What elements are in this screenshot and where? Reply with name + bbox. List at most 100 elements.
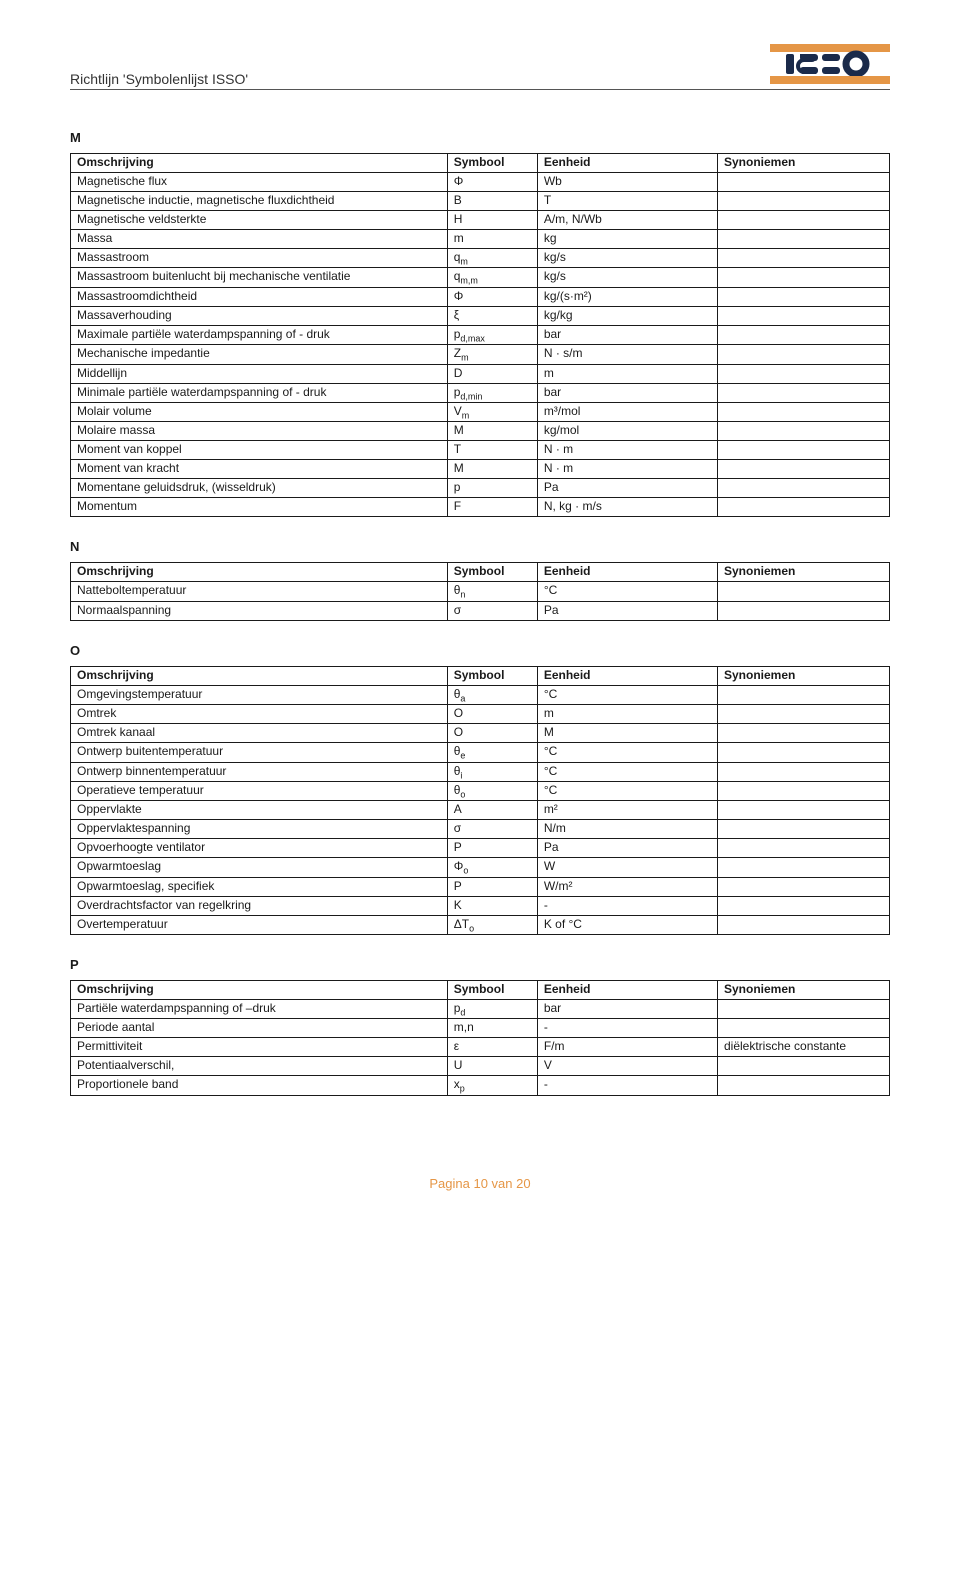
cell-synoniemen — [717, 839, 889, 858]
cell-symbool: pd — [447, 1000, 537, 1019]
table-row: Magnetische veldsterkteHA/m, N/Wb — [71, 211, 890, 230]
cell-eenheid: bar — [537, 383, 717, 402]
cell-synoniemen — [717, 230, 889, 249]
table-row: Operatieve temperatuurθo°C — [71, 781, 890, 800]
cell-eenheid: kg — [537, 230, 717, 249]
cell-symbool: ξ — [447, 306, 537, 325]
cell-omschrijving: Partiële waterdampspanning of –druk — [71, 1000, 448, 1019]
table-row: OpwarmtoeslagΦoW — [71, 858, 890, 877]
section-heading: N — [70, 539, 890, 554]
cell-eenheid: kg/(s·m²) — [537, 287, 717, 306]
cell-symbool: θa — [447, 685, 537, 704]
cell-eenheid: Pa — [537, 479, 717, 498]
cell-eenheid: M — [537, 724, 717, 743]
cell-eenheid: °C — [537, 781, 717, 800]
cell-symbool: pd,max — [447, 325, 537, 344]
cell-symbool: F — [447, 498, 537, 517]
column-header: Synoniemen — [717, 154, 889, 173]
cell-omschrijving: Massaverhouding — [71, 306, 448, 325]
cell-synoniemen — [717, 268, 889, 287]
cell-eenheid: F/m — [537, 1038, 717, 1057]
table-row: Ontwerp buitentemperatuurθe°C — [71, 743, 890, 762]
cell-eenheid: N, kg · m/s — [537, 498, 717, 517]
cell-symbool: O — [447, 724, 537, 743]
column-header: Symbool — [447, 666, 537, 685]
cell-omschrijving: Momentane geluidsdruk, (wisseldruk) — [71, 479, 448, 498]
cell-synoniemen — [717, 801, 889, 820]
cell-eenheid: kg/s — [537, 249, 717, 268]
cell-synoniemen — [717, 306, 889, 325]
cell-omschrijving: Massastroomdichtheid — [71, 287, 448, 306]
table-row: Potentiaalverschil,UV — [71, 1057, 890, 1076]
cell-eenheid: K of °C — [537, 915, 717, 934]
cell-symbool: Φ — [447, 287, 537, 306]
table-row: MiddellijnDm — [71, 364, 890, 383]
table-row: Opvoerhoogte ventilatorPPa — [71, 839, 890, 858]
cell-synoniemen — [717, 498, 889, 517]
cell-omschrijving: Permittiviteit — [71, 1038, 448, 1057]
cell-synoniemen — [717, 1019, 889, 1038]
cell-synoniemen — [717, 441, 889, 460]
cell-omschrijving: Moment van koppel — [71, 441, 448, 460]
cell-symbool: σ — [447, 601, 537, 620]
cell-omschrijving: Periode aantal — [71, 1019, 448, 1038]
cell-eenheid: A/m, N/Wb — [537, 211, 717, 230]
cell-synoniemen — [717, 422, 889, 441]
column-header: Synoniemen — [717, 666, 889, 685]
isso-logo — [770, 40, 890, 87]
table-row: Molair volumeVmm³/mol — [71, 402, 890, 421]
symbol-table: OmschrijvingSymboolEenheidSynoniemenNatt… — [70, 562, 890, 620]
cell-eenheid: m — [537, 705, 717, 724]
cell-eenheid: kg/mol — [537, 422, 717, 441]
cell-symbool: Vm — [447, 402, 537, 421]
table-row: Omgevingstemperatuurθa°C — [71, 685, 890, 704]
table-row: Overdrachtsfactor van regelkringK- — [71, 896, 890, 915]
cell-eenheid: bar — [537, 325, 717, 344]
table-row: OppervlakteAm² — [71, 801, 890, 820]
column-header: Eenheid — [537, 981, 717, 1000]
cell-omschrijving: Magnetische inductie, magnetische fluxdi… — [71, 192, 448, 211]
cell-omschrijving: Minimale partiële waterdampspanning of -… — [71, 383, 448, 402]
cell-symbool: T — [447, 441, 537, 460]
cell-omschrijving: Magnetische flux — [71, 173, 448, 192]
table-row: Minimale partiële waterdampspanning of -… — [71, 383, 890, 402]
cell-symbool: σ — [447, 820, 537, 839]
cell-omschrijving: Molair volume — [71, 402, 448, 421]
table-row: Massastroom buitenlucht bij mechanische … — [71, 268, 890, 287]
cell-eenheid: N · m — [537, 460, 717, 479]
cell-eenheid: Pa — [537, 601, 717, 620]
cell-synoniemen — [717, 345, 889, 364]
cell-omschrijving: Massastroom — [71, 249, 448, 268]
cell-symbool: θe — [447, 743, 537, 762]
cell-symbool: pd,min — [447, 383, 537, 402]
cell-omschrijving: Moment van kracht — [71, 460, 448, 479]
cell-omschrijving: Proportionele band — [71, 1076, 448, 1095]
cell-omschrijving: Middellijn — [71, 364, 448, 383]
cell-synoniemen — [717, 460, 889, 479]
cell-synoniemen — [717, 915, 889, 934]
cell-eenheid: V — [537, 1057, 717, 1076]
cell-symbool: p — [447, 479, 537, 498]
cell-symbool: θn — [447, 582, 537, 601]
cell-symbool: θo — [447, 781, 537, 800]
table-row: MassastroomdichtheidΦkg/(s·m²) — [71, 287, 890, 306]
cell-eenheid: °C — [537, 685, 717, 704]
column-header: Synoniemen — [717, 981, 889, 1000]
cell-synoniemen — [717, 762, 889, 781]
cell-synoniemen — [717, 325, 889, 344]
column-header: Omschrijving — [71, 154, 448, 173]
cell-synoniemen — [717, 402, 889, 421]
cell-eenheid: N · m — [537, 441, 717, 460]
cell-symbool: Φo — [447, 858, 537, 877]
cell-synoniemen — [717, 287, 889, 306]
table-row: Moment van koppelTN · m — [71, 441, 890, 460]
cell-eenheid: Wb — [537, 173, 717, 192]
cell-omschrijving: Mechanische impedantie — [71, 345, 448, 364]
cell-symbool: D — [447, 364, 537, 383]
cell-omschrijving: Opwarmtoeslag — [71, 858, 448, 877]
cell-omschrijving: Omgevingstemperatuur — [71, 685, 448, 704]
cell-omschrijving: Opwarmtoeslag, specifiek — [71, 877, 448, 896]
column-header: Eenheid — [537, 154, 717, 173]
cell-synoniemen — [717, 1057, 889, 1076]
cell-symbool: M — [447, 460, 537, 479]
